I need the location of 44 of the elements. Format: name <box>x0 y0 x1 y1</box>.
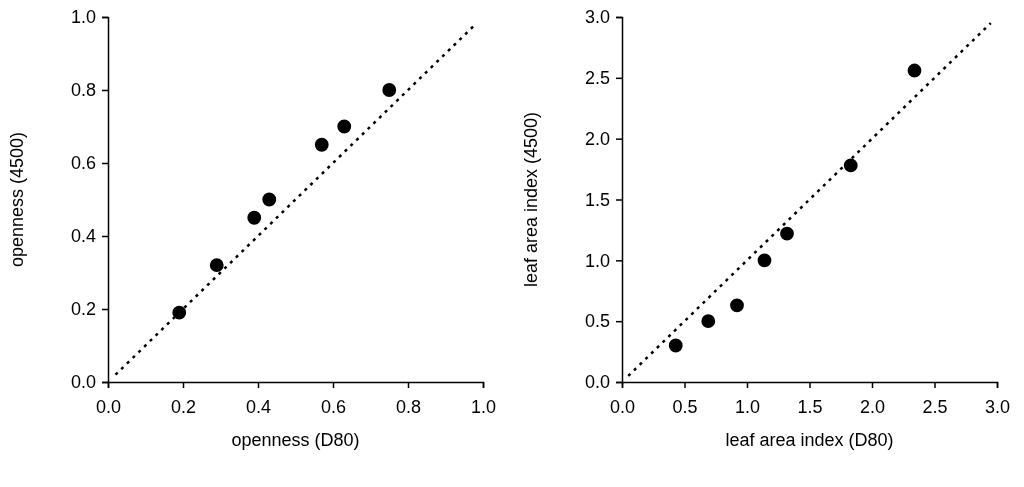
y-axis-title: openness (4500) <box>7 131 27 268</box>
point <box>780 226 794 241</box>
y-tick-label: 1.5 <box>584 189 610 210</box>
point <box>314 137 329 152</box>
x-tick-label: 3.0 <box>984 396 1011 417</box>
x-tick-label: 0.8 <box>395 396 422 417</box>
point <box>668 338 683 353</box>
x-tick-label: 0.5 <box>672 396 698 417</box>
point <box>843 158 858 173</box>
point <box>247 210 262 225</box>
point <box>757 253 772 268</box>
y-tick-label: 1.0 <box>70 7 96 28</box>
x-tick-label: 2.0 <box>859 396 886 417</box>
y-tick-label: 0.5 <box>584 311 610 332</box>
point <box>907 63 922 78</box>
y-tick-label: 0.0 <box>584 372 610 393</box>
x-tick-label: 0.4 <box>245 396 272 417</box>
y-tick-label: 3.0 <box>584 7 610 28</box>
y-tick-label: 0.4 <box>70 226 96 247</box>
point <box>209 258 224 273</box>
x-tick-label: 0.6 <box>320 396 347 417</box>
y-tick-label: 2.5 <box>584 68 610 89</box>
y-axis-title: leaf area index (4500) <box>521 111 541 288</box>
point <box>701 314 716 329</box>
x-tick-label: 0.0 <box>609 396 636 417</box>
y-tick-label: 0.2 <box>70 299 96 320</box>
x-tick-label: 1.0 <box>470 396 497 417</box>
point <box>382 83 397 97</box>
x-axis-title: leaf area index (D80) <box>725 430 894 450</box>
x-axis-title: openness (D80) <box>231 430 360 450</box>
x-tick-label: 0.2 <box>170 396 197 417</box>
point <box>730 298 744 313</box>
x-tick-label: 0.0 <box>95 396 122 417</box>
point <box>172 305 187 320</box>
y-tick-label: 2.0 <box>584 128 610 149</box>
point <box>262 192 277 207</box>
point <box>337 119 352 134</box>
x-tick-label: 2.5 <box>922 396 948 417</box>
x-tick-label: 1.5 <box>797 396 823 417</box>
x-tick-label: 1.0 <box>734 396 761 417</box>
y-tick-label: 1.0 <box>584 250 610 271</box>
y-tick-label: 0.6 <box>70 153 96 174</box>
y-tick-label: 0.8 <box>70 80 96 101</box>
y-tick-label: 0.0 <box>70 372 96 393</box>
